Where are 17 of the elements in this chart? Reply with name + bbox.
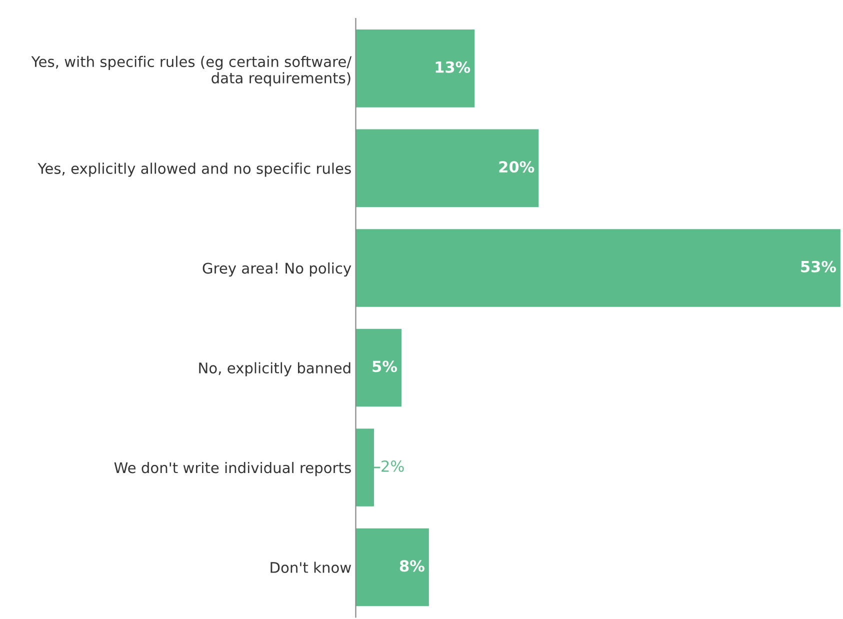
y-tick-label: Don't know	[270, 562, 351, 574]
data-label: 8%	[400, 560, 424, 572]
data-label: 20%	[499, 161, 534, 173]
y-tick-label: Grey area! No policy	[202, 262, 352, 277]
bar	[356, 30, 475, 108]
bar	[356, 328, 402, 407]
y-tick-label: We don't write individual reports	[114, 462, 351, 476]
y-tick-label: No, explicitly banned	[199, 362, 350, 376]
data-label: 53%	[801, 260, 836, 272]
y-tick-label: Yes, with specific rules (eg certain software/ data requirements)	[31, 56, 352, 86]
data-label: 5%	[372, 360, 397, 372]
y-tick-label: Yes, explicitly allowed and no specific rules	[38, 162, 351, 177]
bar	[356, 229, 840, 307]
data-label: 2%	[382, 460, 404, 472]
bar	[356, 528, 429, 606]
data-label: 13%	[436, 61, 470, 73]
bar	[356, 129, 539, 208]
